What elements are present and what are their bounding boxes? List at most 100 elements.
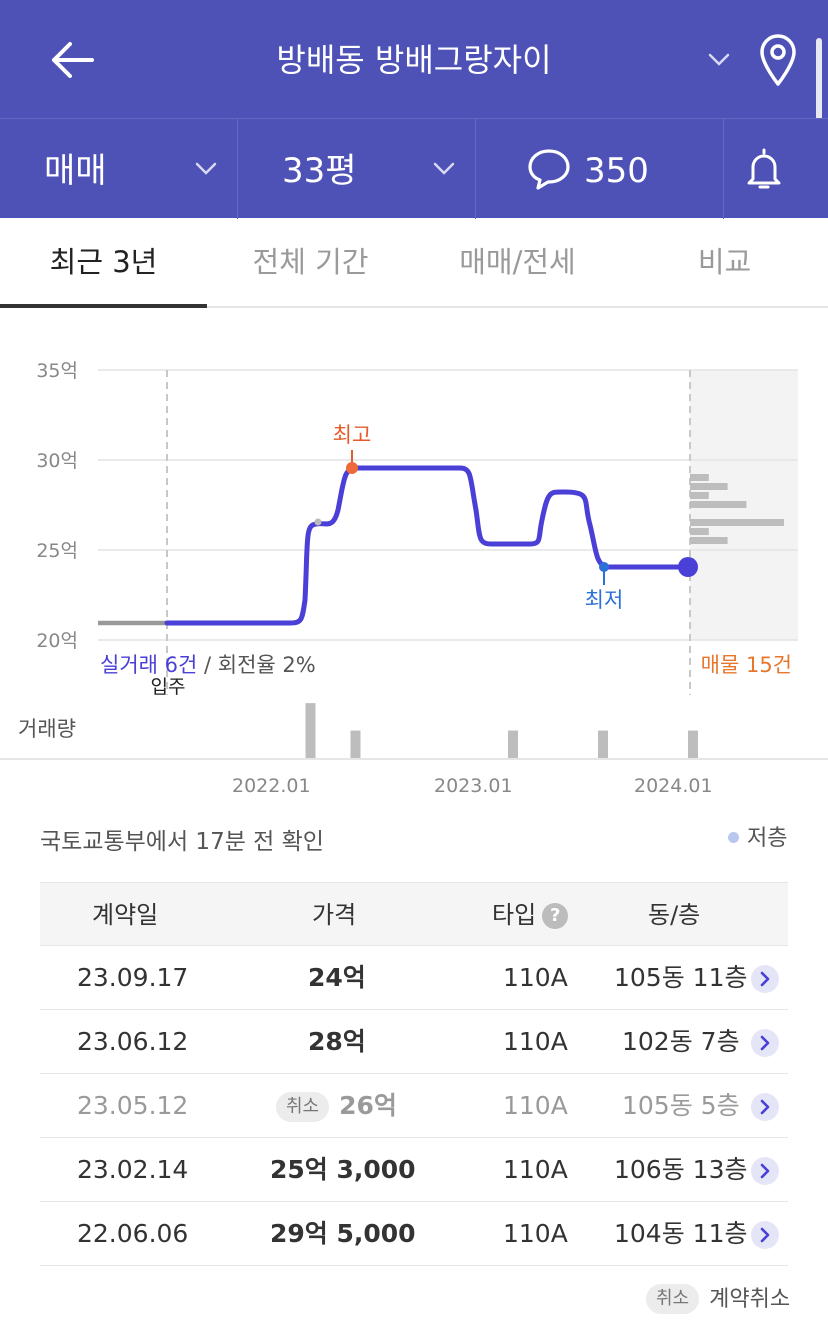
- chevron-down-icon: [195, 162, 217, 175]
- price-value: 25억 3,000: [270, 1155, 416, 1184]
- tab-all-period[interactable]: 전체 기간: [252, 245, 369, 279]
- cancel-chip: 취소: [276, 1092, 330, 1122]
- area-dropdown[interactable]: 33평: [238, 119, 476, 219]
- scroll-indicator: [816, 38, 822, 188]
- listings-count[interactable]: 매물 15건: [701, 653, 792, 677]
- contract-date: 23.05.12: [77, 1091, 189, 1120]
- high-label: 최고: [333, 423, 372, 447]
- table-row[interactable]: 23.02.14 25억 3,000 110A 106동 13층: [40, 1138, 788, 1202]
- location-pin-icon[interactable]: [756, 32, 800, 88]
- top-app-bar: 방배동 방배그랑자이: [0, 0, 828, 188]
- price-cell: 24억: [308, 961, 366, 995]
- price-value: 29억 5,000: [270, 1219, 416, 1248]
- area-value: 33평: [282, 151, 357, 191]
- table-header: 계약일 가격 타입? 동/층: [40, 882, 788, 946]
- table-row[interactable]: 22.06.06 29억 5,000 110A 104동 11층: [40, 1202, 788, 1266]
- volume-bar: [305, 703, 316, 758]
- page-title[interactable]: 방배동 방배그랑자이: [276, 41, 552, 79]
- column-header-unit: 동/층: [648, 901, 701, 929]
- data-source-note: 국토교통부에서 17분 전 확인: [40, 829, 324, 855]
- listing-histogram-bar: [690, 483, 728, 490]
- building-floor: 104동 11층: [614, 1219, 748, 1248]
- unit-type: 110A: [503, 1027, 568, 1056]
- unit-type: 110A: [503, 1219, 568, 1248]
- filter-bar: 매매 33평 350: [0, 118, 828, 219]
- cancel-chip: 취소: [646, 1284, 700, 1314]
- table-row[interactable]: 23.05.12 취소 26억 110A 105동 5층: [40, 1074, 788, 1138]
- listing-histogram-bar: [690, 519, 784, 526]
- tab-sale-jeonse[interactable]: 매매/전세: [459, 245, 576, 279]
- low-label: 최저: [585, 588, 624, 612]
- back-arrow-icon[interactable]: [46, 36, 98, 84]
- building-floor: 105동 5층: [622, 1091, 740, 1120]
- chevron-right-icon[interactable]: [751, 965, 779, 993]
- listing-histogram-bar: [690, 501, 747, 508]
- column-header-price: 가격: [312, 901, 357, 929]
- current-price-marker[interactable]: [678, 557, 698, 577]
- active-tab-indicator: [0, 304, 207, 308]
- tab-recent-3-years[interactable]: 최근 3년: [49, 245, 158, 279]
- comment-count: 350: [584, 151, 649, 191]
- y-tick-label: 30억: [36, 450, 78, 472]
- low-floor-label: 저층: [747, 826, 788, 851]
- move-in-label: 입주: [151, 676, 186, 698]
- contract-date: 23.02.14: [77, 1155, 189, 1184]
- volume-bar: [598, 730, 608, 758]
- contract-date: 22.06.06: [77, 1219, 189, 1248]
- speech-bubble-icon: [528, 149, 570, 190]
- price-cell: 취소 26억: [276, 1089, 397, 1123]
- price-cell: 29억 5,000: [270, 1217, 416, 1251]
- price-chart-svg: 35억 30억 25억 20억 최고 최저 실거래 6건 / 회전율 2% 입주 매물…: [18, 360, 798, 758]
- real-trades-count[interactable]: 실거래 6건: [100, 653, 197, 677]
- chevron-right-icon[interactable]: [751, 1157, 779, 1185]
- listing-histogram-bar: [690, 492, 709, 499]
- cancel-legend: 취소 계약취소: [646, 1284, 790, 1315]
- building-floor: 105동 11층: [614, 963, 748, 992]
- table-row[interactable]: 23.09.17 24억 110A 105동 11층: [40, 946, 788, 1010]
- type-header-label: 타입: [492, 901, 537, 929]
- price-line: [164, 465, 691, 626]
- x-tick-label: 2024.01: [634, 775, 713, 797]
- price-value: 28억: [308, 1027, 366, 1056]
- help-icon[interactable]: ?: [542, 903, 569, 929]
- building-floor: 106동 13층: [614, 1155, 748, 1184]
- volume-bar: [688, 730, 698, 758]
- volume-bar: [350, 730, 361, 758]
- chart-divider: [0, 758, 828, 760]
- y-tick-label: 20억: [36, 630, 78, 652]
- unit-type: 110A: [503, 963, 568, 992]
- bell-icon[interactable]: [744, 145, 784, 193]
- comments-button[interactable]: 350: [476, 119, 724, 219]
- price-cell: 28억: [308, 1025, 366, 1059]
- listing-histogram-bar: [690, 474, 709, 481]
- turnover-rate: / 회전율 2%: [204, 653, 316, 677]
- tab-compare[interactable]: 비교: [697, 245, 752, 279]
- volume-label: 거래량: [18, 717, 76, 741]
- y-tick-label: 25억: [36, 540, 78, 562]
- price-value: 26억: [339, 1091, 397, 1120]
- price-chart[interactable]: 35억 30억 25억 20억 최고 최저 실거래 6건 / 회전율 2% 입주 매물…: [0, 310, 828, 760]
- contract-date: 23.06.12: [77, 1027, 189, 1056]
- low-marker[interactable]: [599, 562, 609, 572]
- price-cell: 25억 3,000: [270, 1153, 416, 1187]
- column-header-date: 계약일: [92, 901, 159, 929]
- unit-type: 110A: [503, 1091, 568, 1120]
- x-tick-label: 2023.01: [434, 775, 513, 797]
- x-tick-label: 2022.01: [232, 775, 311, 797]
- listing-histogram-bar: [690, 528, 709, 535]
- chevron-down-icon: [433, 162, 455, 175]
- y-tick-label: 35억: [36, 360, 78, 382]
- table-row[interactable]: 23.06.12 28억 110A 102동 7층: [40, 1010, 788, 1074]
- high-marker[interactable]: [346, 462, 358, 474]
- volume-bar: [508, 730, 518, 758]
- listing-histogram-bar: [690, 537, 728, 544]
- chevron-right-icon[interactable]: [751, 1221, 779, 1249]
- price-value: 24억: [308, 963, 366, 992]
- building-floor: 102동 7층: [622, 1027, 740, 1056]
- chevron-right-icon[interactable]: [751, 1029, 779, 1057]
- chevron-down-icon[interactable]: [706, 48, 732, 70]
- column-header-type[interactable]: 타입?: [492, 899, 569, 931]
- trade-type-dropdown[interactable]: 매매: [0, 119, 238, 219]
- unit-type: 110A: [503, 1155, 568, 1184]
- chevron-right-icon[interactable]: [751, 1093, 779, 1121]
